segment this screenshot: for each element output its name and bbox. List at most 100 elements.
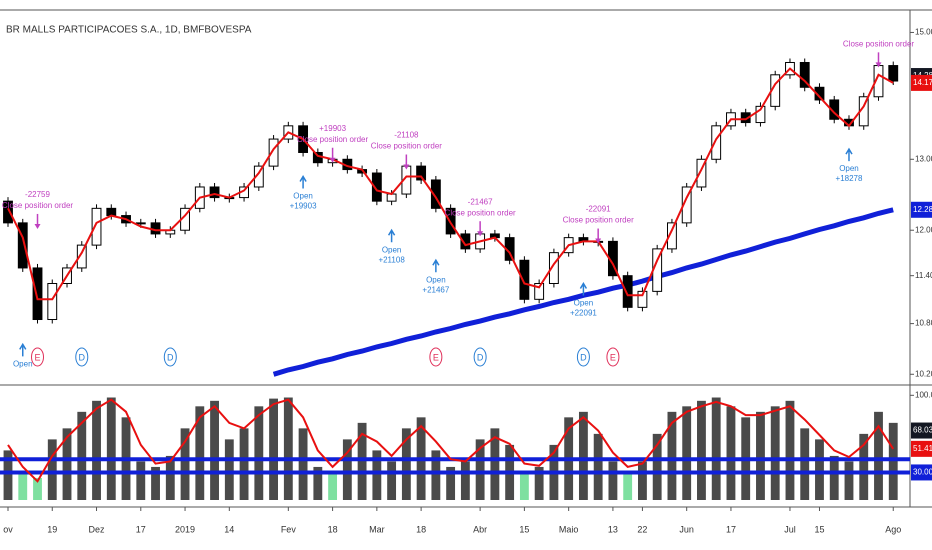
- indicator-bar: [874, 411, 883, 500]
- candle: [106, 207, 117, 217]
- order-label: -21467: [468, 197, 493, 206]
- signal-marker: [31, 347, 45, 367]
- candle: [622, 275, 633, 308]
- order-arrowhead: [595, 238, 602, 244]
- order-label: Close position order: [371, 142, 442, 151]
- indicator-bar: [697, 400, 706, 500]
- indicator-bar: [387, 461, 397, 500]
- candle: [32, 267, 43, 321]
- indicator-bar: [431, 450, 441, 500]
- indicator-bar: [62, 428, 72, 500]
- candle: [681, 186, 692, 224]
- candle: [460, 233, 471, 250]
- signal-label: D: [580, 352, 587, 362]
- indicator-bar: [401, 428, 411, 500]
- indicator-line: [7, 398, 895, 483]
- x-tick-label: ov: [3, 524, 13, 534]
- signal-label: D: [79, 352, 86, 362]
- indicator-bar: [210, 400, 219, 500]
- indicator-bar: [608, 461, 618, 500]
- signal-label: E: [35, 352, 41, 362]
- indicator-bar: [298, 428, 308, 500]
- price-tag: [911, 422, 932, 439]
- indicator-bar: [800, 428, 810, 500]
- candle: [637, 290, 648, 308]
- indicator-bar: [151, 466, 160, 500]
- open-arrow: [19, 342, 27, 357]
- x-tick-label: Maio: [559, 524, 579, 534]
- indicator-bar: [652, 433, 662, 500]
- candle: [519, 259, 530, 300]
- candle: [829, 99, 840, 120]
- candle: [76, 244, 87, 269]
- x-tick-label: 22: [637, 524, 647, 534]
- candle: [268, 138, 279, 167]
- x-tick-label: Abr: [473, 524, 487, 534]
- price-tag: [911, 74, 932, 91]
- moving-average: [7, 67, 894, 301]
- signal-label: D: [477, 352, 484, 362]
- open-label: Open: [13, 359, 33, 368]
- candle: [150, 222, 161, 235]
- indicator-bar: [638, 461, 647, 500]
- indicator-bar: [859, 433, 869, 500]
- x-tick-label: 14: [224, 524, 234, 534]
- x-tick-label: 15: [519, 524, 529, 534]
- open-arrow: [579, 282, 588, 296]
- order-arrowhead: [477, 231, 484, 237]
- order-arrowhead: [875, 62, 882, 68]
- order-label: Close position order: [2, 201, 73, 210]
- indicator-bar: [3, 450, 13, 500]
- indicator-bar: [446, 466, 456, 500]
- y-tick-label: 15.00: [915, 28, 932, 37]
- x-tick-label: Ago: [885, 524, 901, 534]
- indicator-bar: [770, 406, 780, 500]
- open-arrow: [299, 175, 307, 189]
- candle: [17, 222, 28, 269]
- price-tag: [911, 464, 932, 481]
- x-tick-label: Jul: [784, 524, 796, 534]
- y-tick-label: 13.00: [915, 154, 932, 163]
- order-label: -22091: [586, 205, 611, 214]
- indicator-bar: [785, 400, 795, 500]
- x-tick-label: Fev: [281, 524, 297, 534]
- order-label: -22759: [25, 190, 50, 199]
- candle: [696, 158, 707, 188]
- candle: [534, 282, 545, 300]
- order-label: +19903: [319, 124, 346, 133]
- x-tick-label: 13: [608, 524, 618, 534]
- candle: [667, 222, 677, 250]
- open-arrow: [387, 228, 396, 243]
- indicator-bar: [106, 397, 116, 500]
- signal-label: E: [610, 352, 616, 362]
- candle: [386, 193, 397, 202]
- indicator-bar: [269, 398, 278, 500]
- price-tag-label: 51.41: [913, 444, 932, 453]
- y-tick-label: 12.00: [915, 225, 932, 234]
- indicator-bar: [534, 466, 544, 500]
- indicator-bar: [92, 400, 101, 500]
- indicator-bar: [33, 477, 42, 500]
- indicator-bar: [593, 433, 603, 500]
- signal-marker: [606, 347, 620, 367]
- x-tick-label: 2019: [175, 524, 195, 534]
- open-label: Open: [574, 299, 594, 308]
- candle: [91, 207, 102, 246]
- indicator-bar: [623, 472, 633, 500]
- indicator-bar: [726, 406, 736, 500]
- indicator-bar: [357, 422, 367, 500]
- candle: [799, 61, 810, 88]
- indicator-bar: [815, 439, 824, 500]
- open-label: +21467: [422, 285, 449, 294]
- indicator-bar: [460, 461, 470, 500]
- indicator-bar: [254, 406, 264, 500]
- open-label: +21108: [378, 255, 405, 264]
- open-label: +18278: [836, 174, 863, 183]
- candle: [711, 125, 722, 160]
- indicator-bar: [682, 406, 692, 500]
- order-label: Close position order: [843, 39, 914, 48]
- indicator-bar: [519, 472, 529, 500]
- signal-marker: [576, 347, 590, 367]
- indicator-bar: [328, 472, 338, 500]
